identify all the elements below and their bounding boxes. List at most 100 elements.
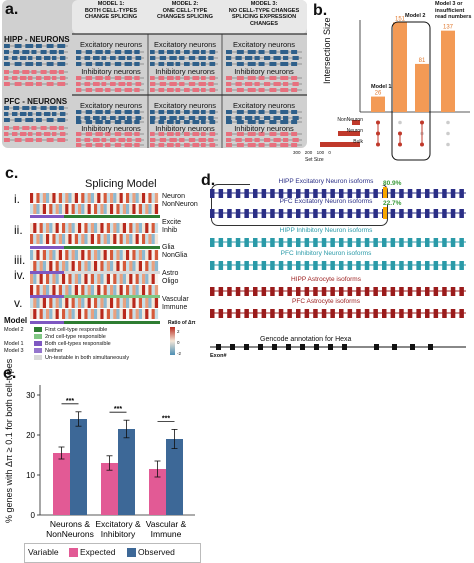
heatmap-cell xyxy=(106,250,111,260)
track-exon xyxy=(425,261,430,270)
heatmap-cell xyxy=(87,223,91,233)
exon-block xyxy=(226,88,232,92)
exon-block xyxy=(226,116,232,120)
heatmap-cell xyxy=(126,193,130,203)
row-5-labels: Vascular Immune xyxy=(162,296,189,312)
exon-block xyxy=(269,50,277,54)
track-exon xyxy=(442,287,447,296)
exon-block xyxy=(236,120,244,124)
track-exon xyxy=(287,209,292,218)
track-exon xyxy=(296,238,301,247)
m1-excitatory-label: Excitatory neurons xyxy=(79,40,143,49)
track-exon xyxy=(339,209,344,218)
heatmap-cell xyxy=(148,309,152,319)
heatmap-cell xyxy=(132,261,136,271)
track-exon xyxy=(347,189,353,198)
exon-block xyxy=(150,116,156,120)
exon-block xyxy=(76,56,81,60)
heatmap-cell xyxy=(68,261,72,271)
track-exon xyxy=(278,309,284,318)
heatmap-cell xyxy=(135,193,139,203)
row-4-labels: Astro Oligo xyxy=(162,270,178,286)
exon-block xyxy=(49,106,57,110)
exon-block xyxy=(226,82,232,86)
heatmap-cell xyxy=(71,193,75,203)
track-exon xyxy=(364,261,370,270)
track-exon xyxy=(330,189,335,198)
exon-block xyxy=(175,120,181,124)
row-3-label-b: NonGlia xyxy=(162,252,188,259)
heatmap-cell xyxy=(126,298,130,308)
track-exon xyxy=(425,287,430,296)
exon-block xyxy=(292,56,299,60)
exon-block xyxy=(291,132,298,136)
track-exon xyxy=(433,261,439,270)
track-exon xyxy=(210,209,215,218)
heatmap-cell xyxy=(132,234,136,244)
heatmap-cell xyxy=(84,250,88,260)
exon-block xyxy=(25,82,34,86)
heatmap-cell xyxy=(135,309,139,319)
heatmap-cell xyxy=(68,204,72,214)
heatmap-cell xyxy=(65,250,69,260)
exon-block xyxy=(236,62,244,66)
heatmap-cell xyxy=(148,193,152,203)
exon-block xyxy=(4,126,10,130)
heatmap-cell xyxy=(65,223,69,233)
model-track xyxy=(30,246,64,249)
track-exon xyxy=(399,209,404,218)
heatmap-cell xyxy=(142,309,146,319)
heatmap-cell xyxy=(46,204,50,214)
exon-block xyxy=(167,143,174,147)
model-track xyxy=(30,215,64,218)
heatmap-cell xyxy=(81,261,85,271)
matrix-dot xyxy=(446,142,450,147)
exon-block xyxy=(209,76,216,80)
heatmap-cell xyxy=(142,250,146,260)
heatmap-cell xyxy=(154,309,159,319)
heatmap-cell xyxy=(119,298,123,308)
heatmap-cell xyxy=(62,261,66,271)
heatmap-cell xyxy=(129,274,133,284)
track-exon xyxy=(270,261,275,270)
intersection-value-label: 26 xyxy=(375,91,382,97)
exon-block xyxy=(85,120,93,124)
heatmap-cell xyxy=(71,298,75,308)
m3-inhibitory-label: Inhibitory neurons xyxy=(234,67,294,76)
m1-inhibitory-label: Inhibitory neurons xyxy=(81,67,141,76)
exon-block xyxy=(57,44,66,48)
heatmap-cell xyxy=(100,250,104,260)
heatmap-cell xyxy=(119,193,123,203)
heatmap-cell xyxy=(36,234,40,244)
heatmap-cell xyxy=(145,309,149,319)
heatmap-cell xyxy=(100,234,104,244)
heatmap-cell xyxy=(30,274,34,284)
heatmap-cell xyxy=(74,223,79,233)
exon-block xyxy=(114,110,122,114)
heatmap-cell xyxy=(129,250,133,260)
exon-block xyxy=(110,56,116,60)
exon-block xyxy=(93,82,100,86)
exon-block xyxy=(101,138,107,142)
track-exon xyxy=(390,309,396,318)
heatmap-cell xyxy=(68,223,72,233)
heatmap-cell xyxy=(135,298,139,308)
model-legend-model: Model 1 xyxy=(4,340,24,347)
gencode-exon xyxy=(272,344,277,350)
set-tick: 300 xyxy=(293,150,301,155)
heatmap-cell xyxy=(129,309,133,319)
e-xtick-label: Vascular & xyxy=(146,519,187,529)
exon-block xyxy=(192,132,200,136)
heatmap-cell xyxy=(132,285,136,295)
heatmap-cell xyxy=(148,234,152,244)
exon-block xyxy=(192,76,200,80)
heatmap-cell xyxy=(90,223,95,233)
exon-block xyxy=(58,126,64,130)
heatmap-cell xyxy=(62,309,66,319)
e-bar-expected xyxy=(101,463,118,515)
heatmap-cell xyxy=(78,193,82,203)
row-5-label-a: Vascular xyxy=(162,296,189,303)
heatmap-cell xyxy=(116,204,120,214)
panel-c-letter: c. xyxy=(5,165,19,182)
heatmap-cell xyxy=(30,309,34,319)
